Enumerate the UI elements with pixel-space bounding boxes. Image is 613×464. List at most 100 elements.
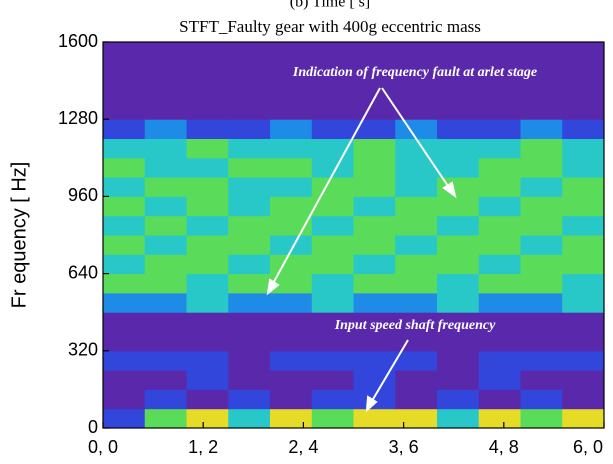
cell <box>186 61 229 82</box>
cell <box>103 177 146 197</box>
cell <box>103 408 146 429</box>
cell <box>395 331 438 352</box>
cell <box>437 119 480 139</box>
cell <box>520 254 563 275</box>
cell <box>270 254 313 275</box>
cell <box>228 61 271 82</box>
cell <box>437 157 480 178</box>
cell <box>437 138 480 159</box>
cell <box>562 331 605 352</box>
cell <box>228 42 271 62</box>
cell <box>311 119 354 139</box>
cell <box>103 254 146 275</box>
cell <box>270 215 313 236</box>
cell <box>478 157 521 178</box>
cell <box>270 331 313 352</box>
cell <box>228 331 271 352</box>
cell <box>437 389 480 410</box>
cell <box>520 157 563 178</box>
cell <box>270 119 313 139</box>
cell <box>144 157 187 178</box>
cell <box>478 331 521 352</box>
cell <box>353 80 396 101</box>
cell <box>144 370 187 390</box>
cell <box>186 157 229 178</box>
cell <box>270 177 313 197</box>
cell <box>144 273 187 294</box>
cell <box>270 370 313 390</box>
cell <box>103 350 146 371</box>
cell <box>103 273 146 294</box>
cell <box>144 389 187 410</box>
cell <box>478 42 521 62</box>
cell <box>103 389 146 410</box>
cell <box>103 331 146 352</box>
arrows <box>266 87 457 413</box>
cell <box>562 235 605 255</box>
cell <box>270 273 313 294</box>
cell <box>520 235 563 255</box>
cell <box>520 61 563 82</box>
cell <box>144 312 187 332</box>
arrow <box>269 87 381 290</box>
cell <box>311 312 354 332</box>
cell <box>353 312 396 332</box>
cell <box>562 292 605 313</box>
cell <box>311 61 354 82</box>
cell <box>270 389 313 410</box>
cell <box>144 99 187 120</box>
cell <box>228 119 271 139</box>
cell <box>395 138 438 159</box>
cell <box>103 312 146 332</box>
cell <box>311 389 354 410</box>
cell <box>103 80 146 101</box>
cell <box>228 254 271 275</box>
cell <box>520 273 563 294</box>
cell <box>103 99 146 120</box>
cell <box>395 273 438 294</box>
cell <box>228 99 271 120</box>
cell <box>353 42 396 62</box>
cell <box>353 61 396 82</box>
cell <box>103 42 146 62</box>
cell <box>144 331 187 352</box>
cell <box>311 408 354 429</box>
cell <box>478 215 521 236</box>
cell <box>395 157 438 178</box>
cell <box>395 177 438 197</box>
cell <box>311 350 354 371</box>
cell <box>228 370 271 390</box>
cell <box>103 138 146 159</box>
cell <box>478 196 521 217</box>
cell <box>353 273 396 294</box>
x-tick-label: 4, 8 <box>489 437 519 457</box>
top-label: (b) Time [ s] <box>290 0 370 11</box>
cell <box>520 80 563 101</box>
arrow-head <box>365 395 378 413</box>
cell <box>520 408 563 429</box>
cell <box>103 235 146 255</box>
cell <box>270 350 313 371</box>
cell <box>144 235 187 255</box>
cell <box>311 42 354 62</box>
cell <box>437 254 480 275</box>
x-tick-label: 3, 6 <box>389 437 419 457</box>
cell <box>437 408 480 429</box>
cell <box>186 292 229 313</box>
cell <box>562 157 605 178</box>
cell <box>478 254 521 275</box>
cell <box>478 235 521 255</box>
cell <box>311 292 354 313</box>
cell <box>520 312 563 332</box>
cell <box>186 331 229 352</box>
cell <box>270 292 313 313</box>
cell <box>186 80 229 101</box>
cell <box>144 350 187 371</box>
cell <box>478 408 521 429</box>
cell <box>228 215 271 236</box>
cell <box>562 254 605 275</box>
cell <box>228 408 271 429</box>
cell <box>186 215 229 236</box>
cell <box>144 215 187 236</box>
cell <box>478 389 521 410</box>
